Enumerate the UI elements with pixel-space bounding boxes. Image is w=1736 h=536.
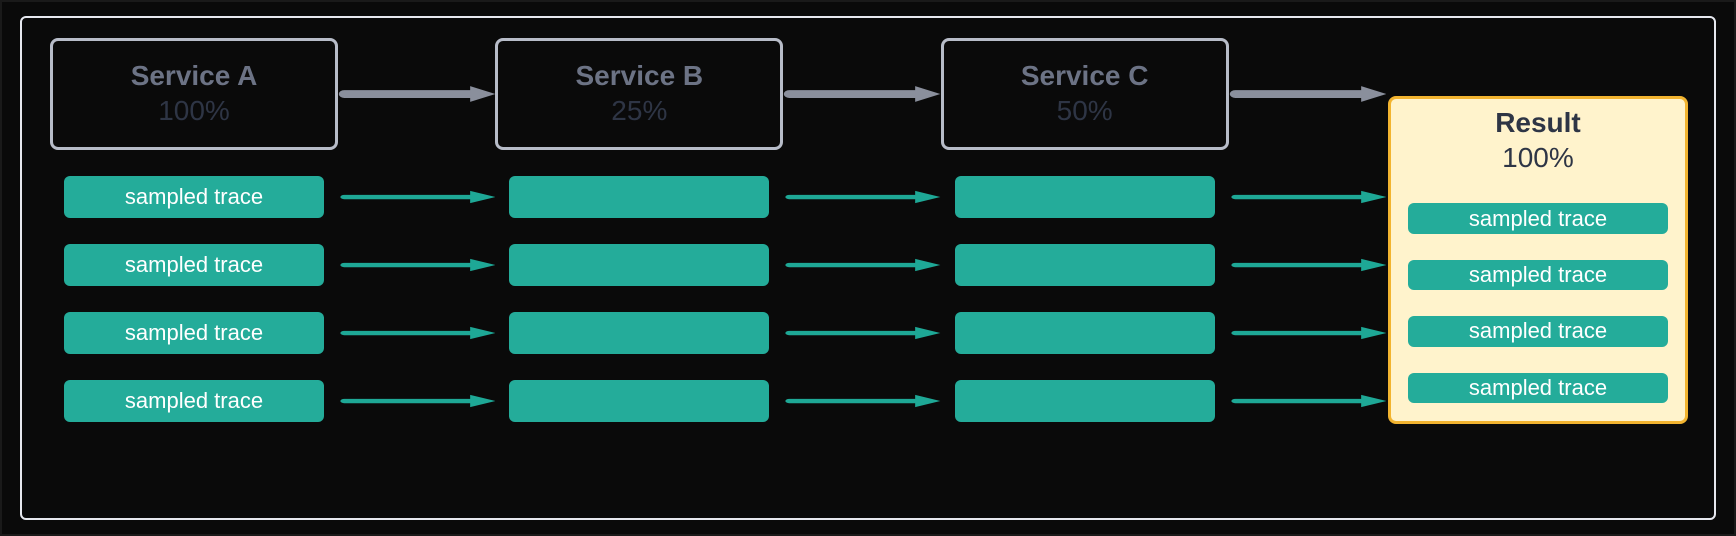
trace-cell-r3-c2 [941, 380, 1229, 422]
trace-cell-r0-c1 [495, 176, 783, 218]
service-a-box: Service A 100% [50, 38, 338, 150]
trace-cell-r3-c0: sampled trace [50, 380, 338, 422]
trace-arrow-r1-c0 [338, 258, 495, 272]
header-arrow-3 [1229, 85, 1386, 103]
trace-pill-empty [509, 312, 769, 354]
trace-arrow-r2-c0 [338, 326, 495, 340]
trace-arrow-r2-c1 [783, 326, 940, 340]
result-trace-pill: sampled trace [1408, 203, 1668, 233]
trace-arrow-r3-c0 [338, 394, 495, 408]
diagram-outer: Service A 100% Service B 25% Service C 5… [0, 0, 1736, 536]
trace-cell-r1-c1 [495, 244, 783, 286]
service-c-title: Service C [1021, 61, 1149, 92]
trace-cell-r1-c2 [941, 244, 1229, 286]
sampled-trace-pill: sampled trace [64, 176, 324, 218]
service-a-title: Service A [131, 61, 258, 92]
result-trace-pill: sampled trace [1408, 260, 1668, 290]
trace-arrow-r0-c2 [1229, 190, 1386, 204]
trace-cell-r0-c2 [941, 176, 1229, 218]
service-b-box: Service B 25% [495, 38, 783, 150]
trace-cell-r2-c2 [941, 312, 1229, 354]
trace-arrow-r2-c2 [1229, 326, 1386, 340]
trace-cell-r2-c0: sampled trace [50, 312, 338, 354]
trace-cell-r0-c0: sampled trace [50, 176, 338, 218]
service-b-pct: 25% [611, 96, 667, 127]
trace-cell-r2-c1 [495, 312, 783, 354]
service-a-pct: 100% [158, 96, 230, 127]
trace-arrow-r3-c2 [1229, 394, 1386, 408]
trace-arrow-r1-c2 [1229, 258, 1386, 272]
trace-arrow-r3-c1 [783, 394, 940, 408]
result-header: Result 100% [1495, 105, 1581, 177]
result-trace-pill: sampled trace [1408, 373, 1668, 403]
trace-cell-r1-c0: sampled trace [50, 244, 338, 286]
service-b-title: Service B [576, 61, 704, 92]
sampled-trace-pill: sampled trace [64, 244, 324, 286]
trace-pill-empty [955, 176, 1215, 218]
diagram-frame: Service A 100% Service B 25% Service C 5… [20, 16, 1716, 520]
header-arrow-2 [783, 85, 940, 103]
trace-pill-empty [509, 176, 769, 218]
result-trace-pill: sampled trace [1408, 316, 1668, 346]
trace-pill-empty [955, 380, 1215, 422]
trace-pill-empty [509, 380, 769, 422]
trace-cell-r3-c1 [495, 380, 783, 422]
result-pct: 100% [1502, 143, 1574, 174]
result-title: Result [1495, 108, 1581, 139]
service-c-pct: 50% [1057, 96, 1113, 127]
trace-pill-empty [955, 244, 1215, 286]
trace-arrow-r0-c0 [338, 190, 495, 204]
trace-pill-empty [955, 312, 1215, 354]
sampled-trace-pill: sampled trace [64, 380, 324, 422]
sampled-trace-pill: sampled trace [64, 312, 324, 354]
header-arrow-1 [338, 85, 495, 103]
trace-pill-empty [509, 244, 769, 286]
service-c-box: Service C 50% [941, 38, 1229, 150]
result-column: Result 100% sampled trace sampled trace sa… [1388, 96, 1688, 424]
trace-arrow-r1-c1 [783, 258, 940, 272]
trace-arrow-r0-c1 [783, 190, 940, 204]
